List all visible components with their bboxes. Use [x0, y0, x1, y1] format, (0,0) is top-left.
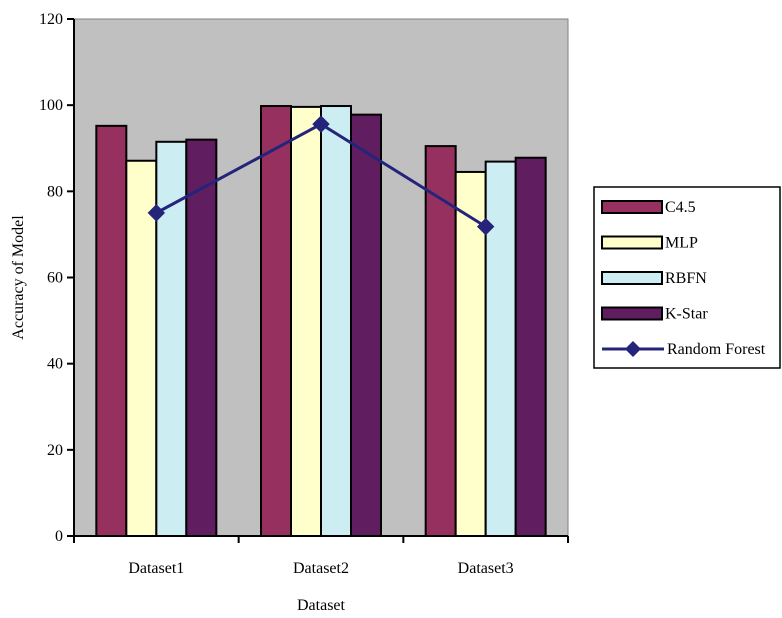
x-tick-label-dataset1: Dataset1 [128, 560, 184, 577]
x-tick-label-dataset2: Dataset2 [293, 560, 349, 577]
legend-swatch-k-star [601, 306, 663, 321]
y-tick-label: 0 [55, 528, 63, 545]
x-axis-title: Dataset [297, 597, 346, 614]
bar-k-star-dataset3 [514, 156, 547, 537]
axes-group: 0 20 40 60 80 100 120 Dataset1 Dataset2 Dataset3 [39, 11, 569, 577]
bar-rbfn-dataset2 [320, 105, 352, 538]
legend-label-random-forest: Random Forest [667, 341, 766, 358]
bar-rbfn-dataset1 [155, 140, 188, 537]
legend: C4.5 MLP RBFN K-Star Random Forest [593, 186, 781, 369]
point-random-forest-dataset2 [312, 115, 330, 133]
bar-c4-5-dataset1 [95, 124, 128, 537]
line-series-group [147, 115, 495, 236]
bar-k-star-dataset2 [350, 113, 382, 538]
legend-label-rbfn: RBFN [665, 270, 707, 287]
point-random-forest-dataset3 [476, 217, 495, 236]
bar-c4-5-dataset2 [260, 105, 292, 538]
y-tick-label: 40 [47, 356, 63, 373]
point-random-forest-dataset1 [147, 204, 166, 222]
y-axis-title: Accuracy of Model [10, 215, 27, 340]
legend-label-c4-5: C4.5 [665, 199, 696, 216]
bar-c4-5-dataset3 [424, 145, 457, 538]
y-tick-label: 20 [47, 442, 63, 459]
legend-label-k-star: K-Star [665, 306, 708, 323]
legend-swatch-mlp [601, 235, 663, 250]
bar-k-star-dataset1 [185, 138, 218, 537]
bar-mlp-dataset2 [290, 105, 322, 537]
legend-swatch-c4-5 [601, 200, 663, 214]
y-tick-label: 80 [47, 183, 63, 200]
bar-rbfn-dataset3 [484, 160, 517, 537]
y-tick-label: 100 [39, 97, 63, 114]
legend-swatch-rbfn [601, 271, 663, 285]
legend-label-mlp: MLP [665, 235, 698, 252]
bars-group [95, 105, 547, 538]
legend-marker-random-forest [625, 341, 641, 357]
y-tick-label: 120 [39, 11, 63, 28]
x-tick-label-dataset3: Dataset3 [458, 560, 514, 577]
y-tick-label: 60 [47, 270, 63, 287]
